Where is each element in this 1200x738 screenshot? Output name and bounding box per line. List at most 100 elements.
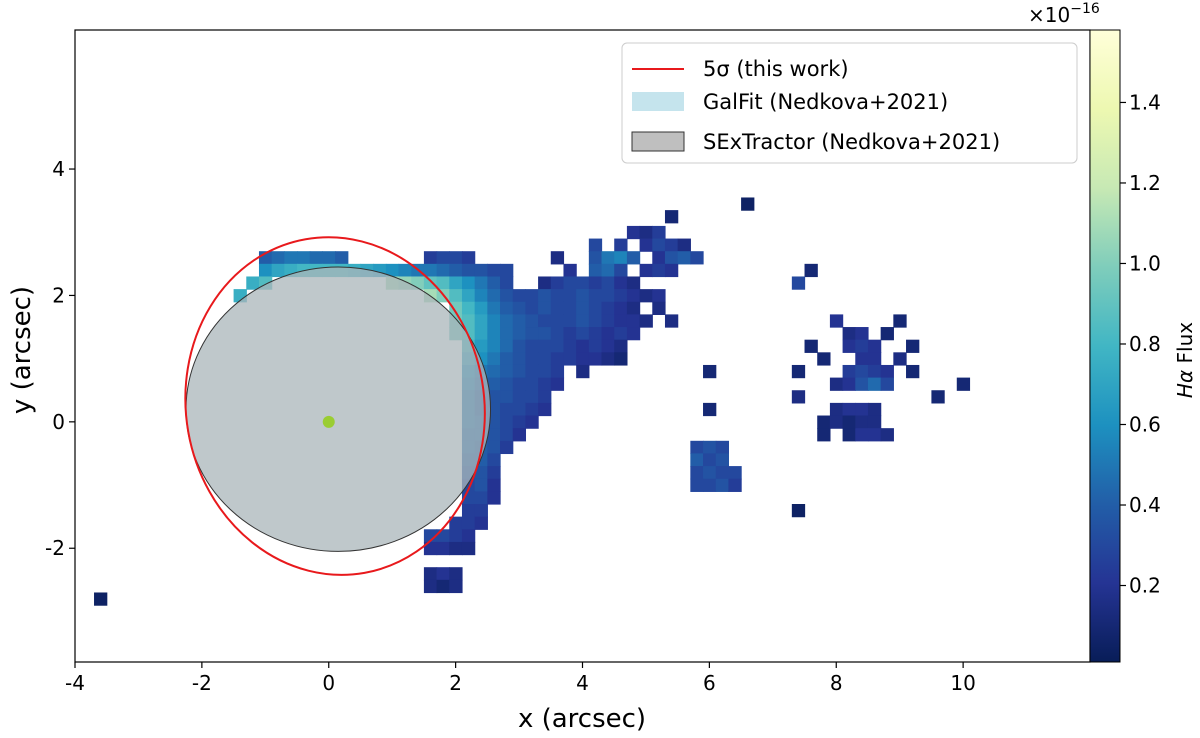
flux-pixel [626, 289, 641, 303]
flux-pixel [715, 453, 730, 467]
x-tick-label: -2 [192, 671, 212, 695]
flux-pixel [398, 263, 412, 278]
flux-pixel [449, 541, 463, 556]
flux-pixel [576, 327, 590, 341]
flux-pixel [271, 263, 285, 278]
flux-pixel [614, 276, 628, 290]
flux-pixel [550, 364, 565, 379]
flux-pixel [461, 529, 476, 543]
flux-pixel [538, 402, 552, 417]
flux-pixel [525, 339, 539, 353]
flux-pixel [817, 415, 831, 429]
colorbar-tick-label: 0.2 [1129, 574, 1161, 598]
flux-pixel [842, 377, 856, 391]
flux-pixel [512, 314, 527, 328]
flux-pixel [664, 210, 679, 224]
flux-pixel [512, 301, 527, 315]
x-axis-ticks: -4 -2 0 2 4 6 8 10 [65, 662, 976, 695]
flux-pixel [550, 276, 565, 290]
flux-pixel [500, 440, 514, 455]
flux-pixel [538, 276, 552, 290]
flux-pixel [588, 352, 603, 366]
flux-pixel [512, 364, 527, 379]
flux-pixel [690, 440, 704, 455]
colorbar-gradient [1089, 29, 1121, 663]
flux-pixel [791, 364, 806, 379]
flux-pixel [525, 364, 539, 379]
flux-pixel [829, 402, 844, 417]
flux-pixel [525, 327, 539, 341]
flux-pixel [829, 314, 844, 328]
colorbar-tick-label: 0.6 [1129, 412, 1161, 436]
flux-pixel [474, 263, 488, 278]
flux-pixel [867, 377, 882, 391]
x-tick-label: 10 [950, 671, 975, 695]
flux-pixel [855, 339, 869, 353]
flux-pixel [867, 352, 882, 366]
flux-pixel [500, 314, 514, 328]
flux-pixel [664, 263, 679, 278]
flux-pixel [791, 276, 806, 290]
flux-pixel [842, 415, 856, 429]
flux-pixel [538, 377, 552, 391]
flux-pixel [588, 263, 603, 278]
flux-pixel [436, 541, 450, 556]
flux-pixel [487, 364, 501, 379]
colorbar-tick-label: 1.4 [1129, 90, 1161, 114]
flux-pixel [474, 466, 488, 480]
flux-pixel [461, 251, 476, 265]
flux-pixel [588, 238, 603, 252]
flux-pixel [487, 352, 501, 366]
flux-pixel [500, 428, 514, 442]
flux-pixel [550, 327, 565, 341]
flux-pixel [588, 314, 603, 328]
flux-pixel [487, 339, 501, 353]
x-axis-label: x (arcsec) [518, 704, 646, 734]
flux-pixel [538, 301, 552, 315]
flux-pixel [576, 289, 590, 303]
flux-pixel [436, 251, 450, 265]
flux-pixel [461, 516, 476, 530]
flux-pixel [461, 314, 476, 328]
y-tick-label: 4 [52, 157, 65, 181]
flux-pixel [487, 276, 501, 290]
flux-pixel [703, 402, 717, 417]
flux-pixel [906, 339, 920, 353]
flux-pixel [436, 263, 450, 278]
flux-pixel [690, 466, 704, 480]
flux-pixel [246, 276, 260, 290]
flux-pixel [550, 377, 565, 391]
flux-pixel [487, 314, 501, 328]
flux-pixel [500, 402, 514, 417]
flux-pixel [487, 453, 501, 467]
flux-pixel [690, 453, 704, 467]
center-marker [322, 415, 335, 428]
flux-pixel [449, 251, 463, 265]
flux-pixel [893, 352, 907, 366]
flux-pixel [817, 428, 831, 442]
flux-pixel [563, 352, 577, 366]
flux-pixel [601, 314, 615, 328]
flux-pixel [664, 238, 679, 252]
flux-pixel [538, 314, 552, 328]
flux-pixel [449, 276, 463, 290]
flux-pixel [791, 390, 806, 404]
colorbar-tick-label: 1.0 [1129, 251, 1161, 275]
flux-pixel [664, 251, 679, 265]
y-tick-label: -2 [45, 536, 65, 560]
flux-pixel [677, 238, 691, 252]
colorbar-ticks: 0.2 0.4 0.6 0.8 1.0 1.2 1.4 [1120, 90, 1161, 598]
flux-pixel [500, 276, 514, 290]
flux-pixel [500, 263, 514, 278]
flux-pixel [500, 415, 514, 429]
flux-pixel [652, 251, 666, 265]
flux-pixel [474, 276, 488, 290]
flux-pixel [487, 377, 501, 391]
flux-pixel [487, 491, 501, 505]
flux-pixel [652, 263, 666, 278]
flux-pixel [297, 251, 311, 265]
flux-pixel [500, 289, 514, 303]
flux-pixel [931, 390, 945, 404]
plot-area [74, 29, 1091, 663]
flux-pixel [715, 466, 730, 480]
